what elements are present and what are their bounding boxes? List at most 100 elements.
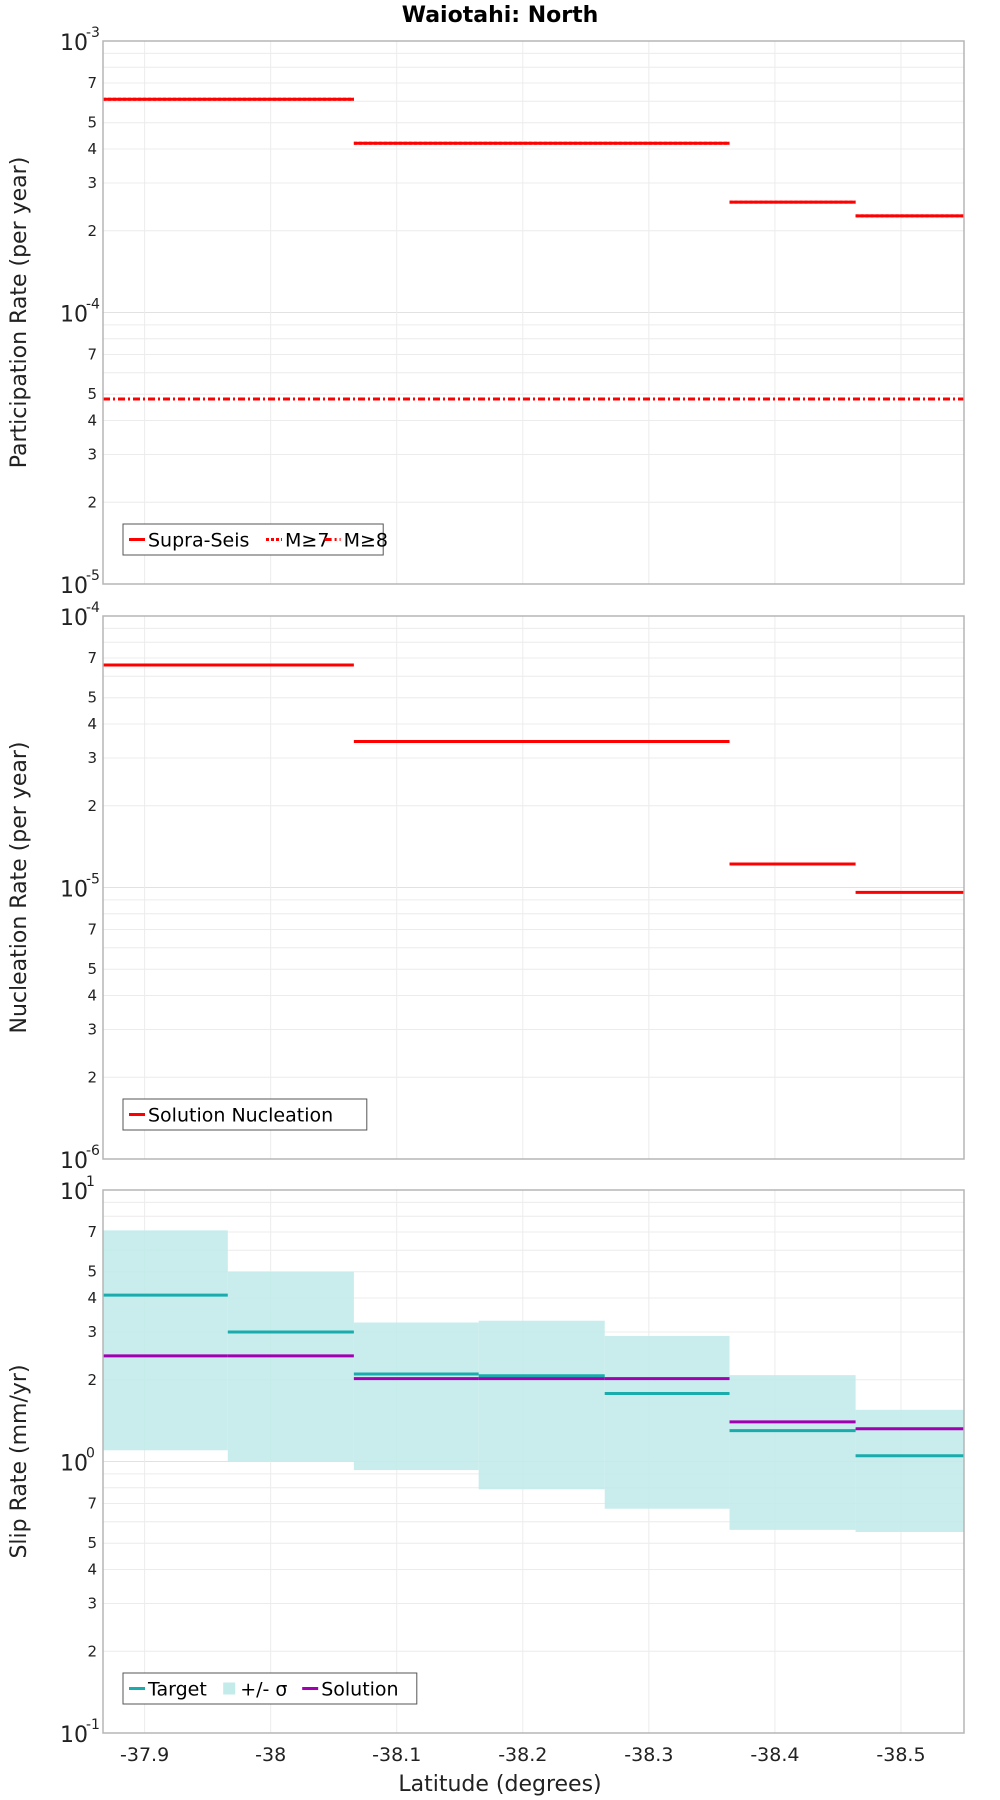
series-m-7 [103,97,964,218]
legend-label: Solution Nucleation [148,1105,333,1127]
y-tick-label: 4 [87,412,97,430]
legend-box [122,1672,418,1705]
x-tick-label: -37.9 [120,1744,169,1766]
y-decade-exponent: -6 [86,1143,100,1159]
series-solution [103,1354,964,1431]
y-tick-label: 2 [87,1068,97,1086]
x-tick-label: -38.5 [876,1744,925,1766]
y-tick-label: 3 [87,1020,97,1038]
x-axis-label: Latitude (degrees) [398,1772,601,1797]
y-tick-label: 3 [87,1594,97,1612]
series-supra-seis [103,97,964,218]
y-decade-exponent: -5 [86,872,100,888]
legend: Solution Nucleation [122,1098,368,1131]
plot-frame [102,1189,965,1734]
legend-key [223,1682,236,1695]
plot-frame [102,615,965,1160]
y-decade-label: 10 [60,878,88,903]
y-tick-label: 3 [87,1323,97,1341]
y-decade-label: 10 [60,606,88,631]
legend-label: +/- σ [240,1679,287,1701]
data-marks [103,663,964,894]
y-tick-label: 7 [87,921,97,939]
x-axis: -37.9 -38 -38.1 -38.2 -38.3 -38.4 -38.5 [120,1744,926,1766]
legend-label: M≥7 [285,530,329,552]
sigma-band-bin [478,1320,605,1490]
y-tick-label: 2 [87,1642,97,1660]
y-tick-label: 7 [87,649,97,667]
y-decade-label: 10 [60,1723,88,1748]
y-decade-exponent: -4 [86,297,100,313]
y-tick-label: 7 [87,74,97,92]
chart-title: Waiotahi: North [402,3,599,28]
y-decade-exponent: 0 [86,1446,95,1462]
y-decade-label: 10 [60,574,88,599]
plot-frame [102,40,965,585]
y-decade-label: 10 [60,31,88,56]
y-tick-label: 3 [87,445,97,463]
y-tick-label: 5 [87,385,97,403]
x-tick-label: -38.2 [498,1744,547,1766]
y-tick-label: 4 [87,140,97,158]
legend-box [122,1098,368,1131]
y-axis-label: Slip Rate (mm/yr) [7,1364,32,1558]
legend-label: Target [147,1679,207,1701]
y-decade-label: 10 [60,1452,88,1477]
y-tick-label: 3 [87,749,97,767]
y-tick-label: 5 [87,1534,97,1552]
sigma-band [103,1230,964,1532]
sigma-band-bin [729,1375,856,1530]
y-tick-label: 7 [87,1223,97,1241]
y-tick-label: 5 [87,960,97,978]
sigma-band-bin [604,1335,730,1509]
x-tick-label: -38 [255,1744,286,1766]
y-tick-label: 4 [87,1561,97,1579]
y-axis-label: Nucleation Rate (per year) [7,742,32,1034]
y-decade-exponent: -5 [86,568,100,584]
sigma-band-bin [353,1322,479,1471]
x-tick-label: -38.1 [372,1744,421,1766]
y-tick-label: 2 [87,222,97,240]
legend-label: Solution [321,1679,398,1701]
sigma-band-bin [103,1230,228,1451]
legend: Supra-Seis M≥7 M≥8 [122,523,388,556]
y-decade-label: 10 [60,1180,88,1205]
y-decade-exponent: -4 [86,600,100,616]
y-tick-label: 2 [87,1371,97,1389]
legend-label: Supra-Seis [148,530,249,552]
legend: Target +/- σ Solution [122,1672,418,1705]
legend-label: M≥8 [344,530,388,552]
y-tick-label: 5 [87,114,97,132]
y-tick-label: 4 [87,1289,97,1307]
y-tick-label: 7 [87,1495,97,1513]
x-tick-label: -38.4 [750,1744,799,1766]
y-decade-exponent: 1 [86,1174,95,1190]
y-tick-label: 4 [87,987,97,1005]
y-tick-label: 3 [87,174,97,192]
data-marks [103,97,964,401]
x-tick-label: -38.3 [624,1744,673,1766]
y-decade-label: 10 [60,303,88,328]
grid [103,615,964,1160]
series-solution-nucleation [103,663,964,894]
data-marks [103,1230,964,1532]
y-decade-label: 10 [60,1149,88,1174]
y-axis-label: Participation Rate (per year) [7,157,32,469]
y-decade-exponent: -3 [86,25,100,41]
sigma-band-bin [227,1271,354,1462]
y-tick-label: 2 [87,797,97,815]
grid [103,40,964,585]
y-decade-exponent: -1 [86,1717,100,1733]
y-tick-label: 7 [87,346,97,364]
y-tick-label: 5 [87,689,97,707]
y-tick-label: 4 [87,715,97,733]
series-target [103,1293,964,1458]
y-tick-label: 5 [87,1263,97,1281]
